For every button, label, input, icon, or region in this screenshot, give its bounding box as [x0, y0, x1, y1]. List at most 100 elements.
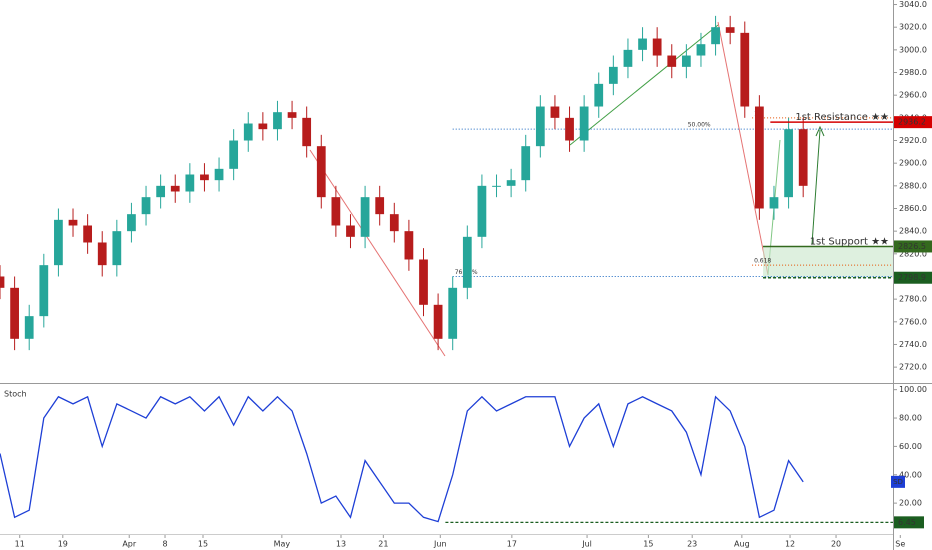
candle-body [112, 231, 122, 266]
stoch-level-box [894, 516, 924, 529]
x-tick-label: 19 [58, 540, 68, 549]
candle-body [506, 180, 516, 186]
candle-body [97, 242, 107, 266]
level-price-box [894, 240, 932, 253]
x-tick-label: 11 [15, 540, 25, 549]
candle-body [754, 106, 764, 209]
x-tick-label: Aug [734, 540, 750, 549]
candle-body [0, 276, 5, 288]
candle-body [419, 259, 428, 305]
candle-body [667, 55, 677, 67]
stoch-tick-label: 40.00 [899, 470, 922, 479]
candle-body [39, 265, 49, 317]
x-tick-label: Jul [581, 540, 592, 549]
support-zone [763, 246, 893, 278]
x-tick-label: 23 [687, 540, 697, 549]
candle-body [740, 32, 750, 107]
candle-body [404, 231, 414, 260]
x-tick-label: Se [895, 540, 905, 549]
candle-body [243, 123, 253, 141]
fib-label: 50.00% [688, 122, 711, 129]
candle-body [214, 168, 224, 181]
stoch-name: SD [893, 478, 903, 486]
candle-body [24, 316, 34, 339]
level-price: 2826.5 [898, 242, 926, 251]
y-tick-label: 3020.0 [899, 23, 927, 32]
candle-body [681, 55, 691, 67]
indicator-title: Stoch [4, 390, 27, 399]
x-tick-label: May [274, 540, 291, 549]
y-tick-label: 2860.0 [899, 204, 927, 213]
candle-body [331, 197, 341, 226]
candle-body [83, 225, 93, 243]
level-name: 1st Support ★★ [810, 236, 889, 247]
candle-body [127, 214, 136, 232]
x-tick-label: 17 [507, 540, 517, 549]
candle-body [10, 287, 19, 339]
candle-body [550, 106, 560, 118]
x-tick-label: Apr [122, 540, 137, 549]
candle-body [302, 117, 312, 147]
x-tick-label: 13 [336, 540, 346, 549]
stoch-tick-label: 80.00 [899, 414, 922, 423]
candle-body [535, 106, 545, 147]
candle-body [200, 174, 209, 181]
level-price: 2936.2 [898, 118, 926, 127]
stoch-line [0, 395, 804, 523]
candle-body [273, 112, 282, 130]
y-tick-label: 2960.0 [899, 91, 927, 100]
stoch-tick-label: 20.00 [899, 499, 922, 508]
candle-body [579, 106, 589, 141]
candle-body [316, 146, 326, 198]
level-price: 2798.9 [898, 273, 926, 282]
y-tick-label: 2880.0 [899, 181, 927, 190]
stoch-name-box [891, 475, 905, 488]
y-tick-label: 2980.0 [899, 68, 927, 77]
y-tick-label: 3040.0 [899, 0, 927, 9]
candle-body [608, 66, 618, 84]
x-tick-label: 15 [643, 540, 653, 549]
x-tick-label: 20 [831, 540, 841, 549]
x-tick-label: 21 [378, 540, 388, 549]
candle-body [346, 225, 355, 237]
candle-body [448, 287, 458, 339]
candle-body [360, 197, 370, 237]
stoch-tick-label: 60.00 [899, 442, 922, 451]
candle-body [185, 174, 195, 192]
level-name: 1st Resistance ★★ [795, 112, 889, 123]
candle-body [798, 129, 808, 186]
y-tick-label: 2740.0 [899, 340, 927, 349]
candle-body [170, 185, 180, 192]
level-price-box [894, 116, 932, 129]
candle-body [711, 27, 720, 45]
y-tick-label: 2760.0 [899, 317, 927, 326]
candle-body [229, 140, 239, 169]
y-tick-label: 2920.0 [899, 136, 927, 145]
candle-body [696, 44, 706, 56]
stoch-level-label: 6.45 [898, 518, 916, 527]
candle-body [769, 197, 779, 209]
y-tick-label: 2840.0 [899, 227, 927, 236]
x-tick-label: Jun [433, 540, 447, 549]
stoch-tick-label: 100.00 [899, 385, 927, 394]
candle-body [477, 185, 487, 237]
candle-body [565, 117, 574, 141]
level-price-box [894, 271, 932, 284]
candle-body [652, 38, 662, 56]
candle-body [784, 129, 793, 198]
candle-body [389, 214, 399, 232]
candle-body [68, 219, 78, 226]
trend-lines [309, 21, 825, 357]
fib-label: 0.618 [754, 258, 771, 265]
candle-body [156, 185, 166, 198]
candle-body [638, 38, 647, 50]
y-tick-label: 2780.0 [899, 295, 927, 304]
candle-body [492, 185, 501, 187]
candle-body [462, 236, 472, 288]
y-tick-label: 2720.0 [899, 363, 927, 372]
x-tick-label: 8 [162, 540, 167, 549]
y-tick-label: 2820.0 [899, 249, 927, 258]
y-tick-label: 2900.0 [899, 159, 927, 168]
candle-body [433, 304, 443, 339]
candle-body [54, 219, 63, 266]
